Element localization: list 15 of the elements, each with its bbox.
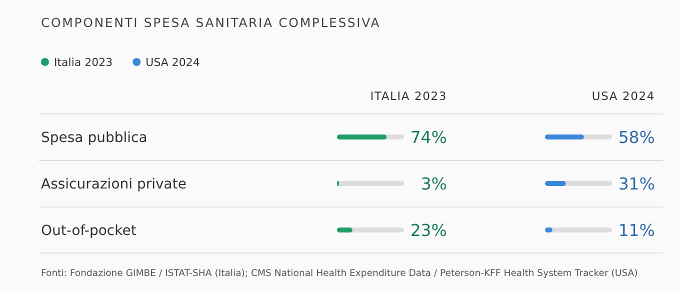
legend-label: USA 2024 xyxy=(146,56,200,69)
y-tick-label: Assicurazioni private xyxy=(41,176,186,192)
text: COMPONENTI SPESA SANITARIA COMPLESSIVA xyxy=(41,15,381,30)
data-label: 3% xyxy=(420,174,447,194)
data-label: 31% xyxy=(618,174,655,194)
text: Fonti: Fondazione GIMBE / ISTAT-SHA (Italia); CMS National Health Expenditure Data / Peterson-KFF Health System Tracker (USA) xyxy=(41,268,638,279)
y-tick-label: Out-of-pocket xyxy=(41,223,137,239)
data-label: 74% xyxy=(410,128,447,147)
data-label: 23% xyxy=(410,221,447,240)
chart-subtitle: USA 2024 xyxy=(592,89,655,103)
y-tick-label: Spesa pubblica xyxy=(41,130,148,146)
legend-label: Italia 2023 xyxy=(54,56,113,69)
data-label: 58% xyxy=(618,128,655,147)
data-label: 11% xyxy=(618,221,655,240)
chart-subtitle: ITALIA 2023 xyxy=(370,89,447,103)
